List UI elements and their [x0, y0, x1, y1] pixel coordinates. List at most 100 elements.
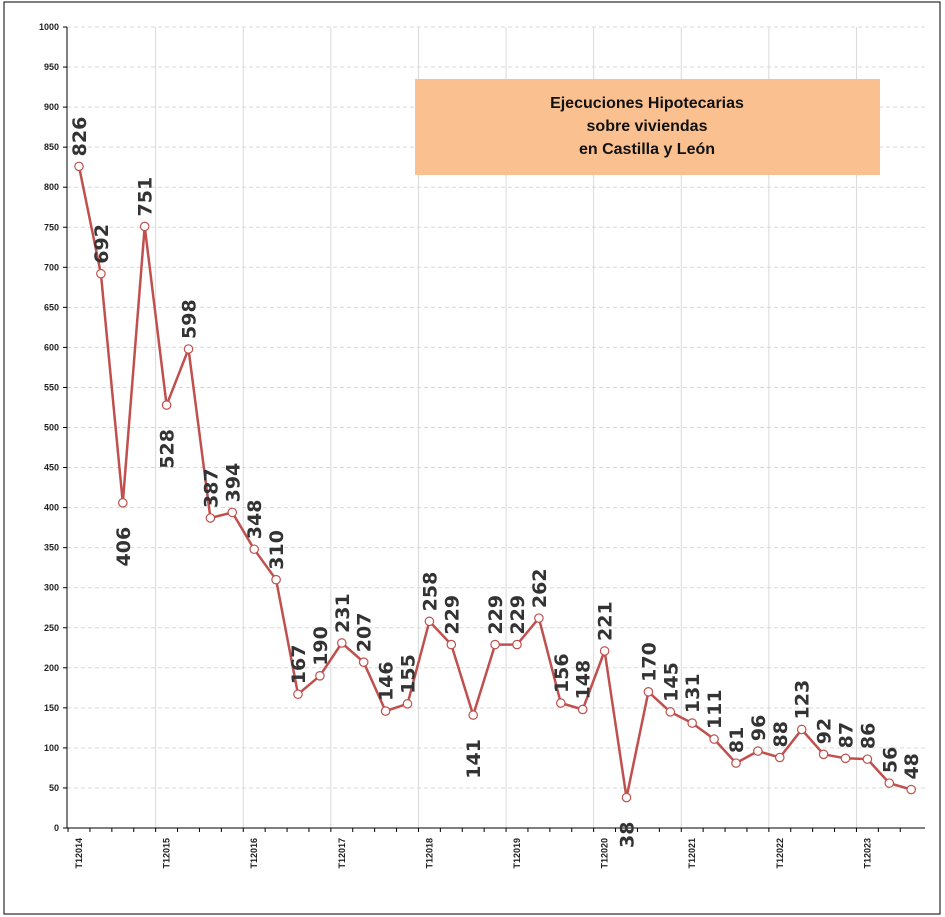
data-label: 528 [157, 429, 179, 469]
data-label: 96 [748, 715, 770, 741]
data-point [205, 513, 216, 523]
data-label: 48 [901, 753, 923, 779]
data-label: 229 [441, 595, 463, 635]
data-point [512, 639, 522, 650]
data-label: 207 [354, 613, 376, 653]
data-label: 406 [113, 527, 135, 567]
data-label: 262 [529, 568, 551, 608]
y-tick-label: 450 [44, 463, 59, 473]
data-label: 221 [595, 601, 617, 641]
data-point [555, 698, 566, 708]
y-tick-label: 200 [44, 663, 59, 673]
y-tick-label: 400 [44, 503, 59, 513]
data-point [161, 400, 172, 410]
data-label: 394 [222, 463, 244, 503]
data-label: 229 [485, 595, 507, 635]
data-point [293, 689, 303, 700]
title-line-3: en Castilla y León [579, 141, 715, 158]
x-tick-label: T12015 [162, 838, 172, 869]
data-point [139, 221, 150, 232]
data-label: 88 [770, 721, 792, 747]
y-tick-label: 300 [44, 583, 59, 593]
data-label: 692 [91, 224, 113, 264]
data-point [774, 752, 785, 763]
y-tick-label: 650 [44, 302, 59, 312]
title-line-2: sobre viviendas [587, 118, 708, 135]
data-point [424, 616, 435, 627]
title-line-1: Ejecuciones Hipotecarias [550, 95, 744, 112]
y-tick-label: 800 [44, 182, 59, 192]
data-label: 170 [638, 642, 660, 682]
data-point [183, 344, 194, 354]
x-tick-label: T12022 [775, 838, 785, 869]
data-label: 56 [879, 747, 901, 773]
data-point [271, 574, 281, 585]
data-point [336, 638, 347, 648]
data-label: 598 [179, 299, 201, 339]
title-box: Ejecuciones Hipotecarias sobre viviendas… [415, 79, 880, 175]
data-label: 38 [617, 822, 639, 848]
y-tick-label: 150 [44, 703, 59, 713]
data-label: 146 [376, 661, 398, 701]
data-label: 87 [836, 722, 858, 748]
data-label: 348 [244, 500, 266, 540]
data-label: 81 [726, 727, 748, 753]
data-point [665, 707, 676, 717]
data-label: 155 [398, 654, 420, 694]
data-label: 111 [704, 689, 726, 729]
data-point [643, 687, 654, 697]
data-label: 131 [682, 673, 704, 713]
data-label: 141 [463, 739, 485, 779]
data-point [534, 613, 544, 623]
data-label: 145 [660, 662, 682, 702]
data-point [862, 754, 873, 764]
x-tick-label: T12023 [862, 838, 872, 869]
data-point [74, 161, 84, 172]
data-point [687, 718, 697, 728]
data-point [884, 778, 895, 788]
y-tick-label: 500 [44, 423, 59, 433]
data-label: 310 [266, 530, 288, 570]
outer-border [3, 1, 941, 915]
y-tick-label: 50 [49, 783, 59, 793]
y-tick-label: 600 [44, 342, 59, 352]
y-tick-label: 750 [44, 222, 59, 232]
data-point [315, 671, 325, 681]
y-tick-label: 350 [44, 543, 59, 553]
y-tick-label: 1000 [39, 22, 59, 32]
x-tick-label: T12014 [74, 838, 84, 869]
x-tick-label: T12020 [600, 838, 610, 869]
x-tick-label: T12016 [249, 838, 259, 869]
data-point [709, 734, 719, 744]
data-point [402, 699, 413, 709]
title-background [415, 79, 880, 175]
x-tick-label: T12019 [512, 838, 522, 869]
data-label: 123 [792, 680, 814, 720]
y-tick-label: 700 [44, 262, 59, 272]
data-label: 387 [200, 468, 222, 508]
data-point [358, 657, 369, 667]
data-point [599, 646, 610, 656]
y-tick-label: 950 [44, 62, 59, 72]
data-point [621, 792, 632, 803]
data-point [249, 544, 259, 555]
data-label: 258 [419, 572, 441, 612]
data-point [118, 497, 128, 508]
data-label: 751 [135, 177, 157, 217]
data-point [906, 784, 916, 795]
y-tick-label: 850 [44, 142, 59, 152]
axes: 0 50 100 150 200 250 300 350 400 450 500 550 600 650 7… [39, 22, 925, 869]
y-tick-label: 100 [44, 743, 59, 753]
y-tick-label: 250 [44, 623, 59, 633]
y-tick-label: 900 [44, 102, 59, 112]
y-tick-label: 550 [44, 382, 59, 392]
data-label: 92 [814, 718, 836, 744]
data-point [753, 746, 763, 756]
x-tick-label: T12021 [687, 838, 697, 869]
y-tick-label: 0 [54, 823, 59, 833]
x-tick-label: T12017 [337, 838, 347, 869]
data-point [490, 639, 500, 650]
data-label: 231 [332, 593, 354, 633]
